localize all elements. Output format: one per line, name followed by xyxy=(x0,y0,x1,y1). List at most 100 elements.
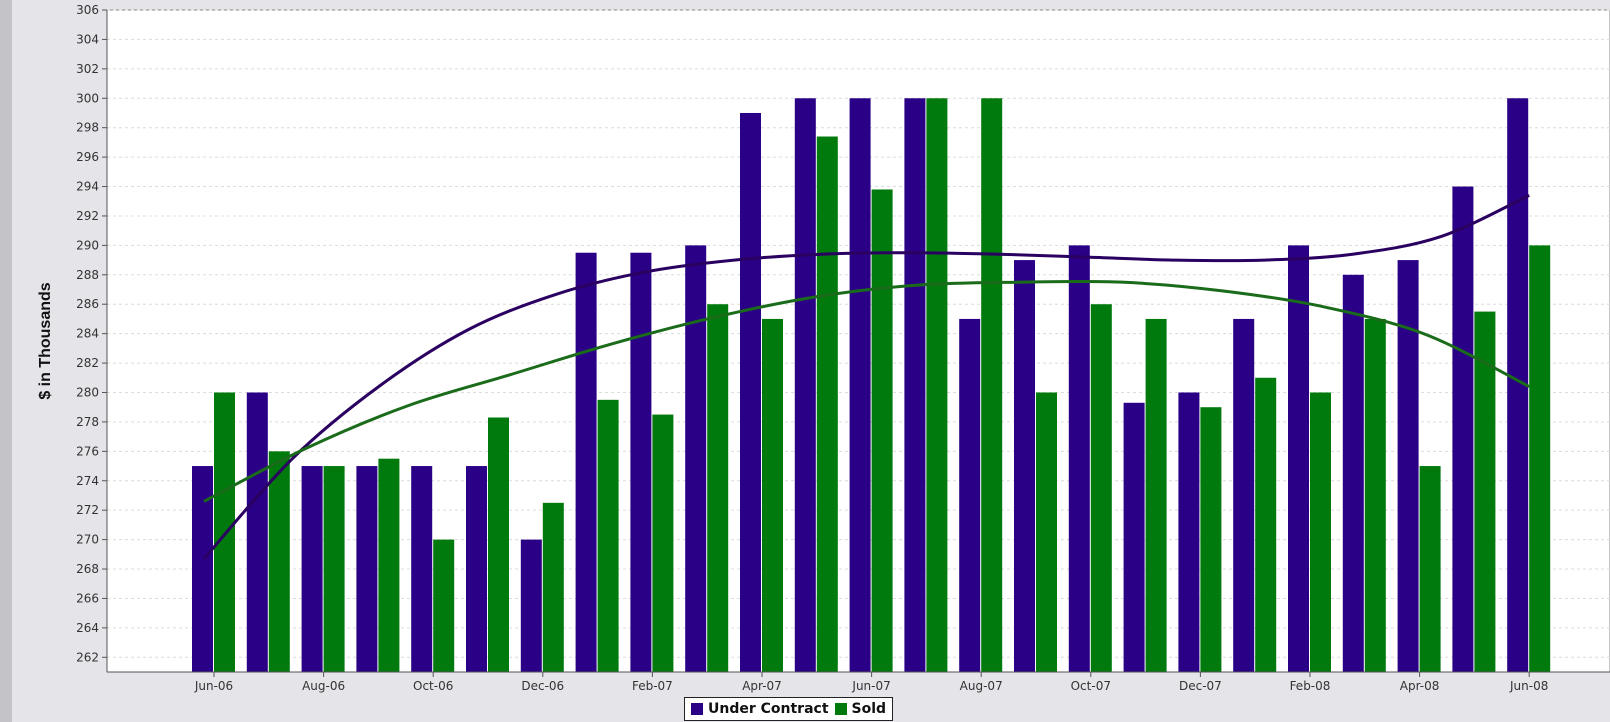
y-tick-label: 280 xyxy=(76,385,99,399)
y-tick-label: 290 xyxy=(76,238,99,252)
y-tick-label: 284 xyxy=(76,327,99,341)
x-tick-label: Jun-07 xyxy=(851,679,890,693)
trendline-sold xyxy=(203,279,1530,503)
bar-under-contract xyxy=(959,318,981,672)
y-tick-label: 264 xyxy=(76,621,99,635)
bar-sold xyxy=(268,451,290,672)
bar-under-contract xyxy=(1507,98,1529,673)
bar-sold xyxy=(1364,318,1386,672)
bar-sold xyxy=(214,392,235,672)
bar-under-contract xyxy=(575,252,597,672)
bar-sold xyxy=(488,417,509,672)
bar-under-contract xyxy=(1123,402,1145,672)
bar-sold xyxy=(597,399,619,672)
bar-under-contract xyxy=(1397,260,1419,672)
bar-under-contract xyxy=(466,466,487,672)
trendlines xyxy=(202,194,1530,560)
bar-sold xyxy=(542,502,564,672)
legend-item-under-contract: Under Contract xyxy=(691,701,829,717)
chart-frame: 262 264 266 268 270 272 274 276 278 280 282 284 286 2… xyxy=(12,0,1610,722)
x-tick-label: Apr-08 xyxy=(1400,679,1440,693)
y-tick-label: 294 xyxy=(76,180,99,194)
y-tick-label: 302 xyxy=(76,62,99,76)
x-tick-label: Aug-06 xyxy=(302,679,345,693)
y-tick-label: 276 xyxy=(76,444,99,458)
bar-sold xyxy=(652,414,674,672)
bar-under-contract xyxy=(1068,245,1090,672)
y-axis: 262 264 266 268 270 272 274 276 278 280 282 284 286 2… xyxy=(76,3,108,672)
x-tick-label: Jun-08 xyxy=(1509,679,1548,693)
legend-item-sold: Sold xyxy=(834,701,887,717)
y-tick-label: 274 xyxy=(76,474,99,488)
bar-sold xyxy=(1090,304,1112,672)
bar-sold xyxy=(816,136,838,672)
bar-under-contract xyxy=(794,98,816,673)
bar-under-contract xyxy=(849,98,871,673)
bar-sold xyxy=(1145,318,1167,672)
bar-sold xyxy=(1529,245,1551,672)
x-tick-label: Feb-08 xyxy=(1290,679,1331,693)
y-tick-label: 300 xyxy=(76,91,99,105)
x-tick-label: Oct-06 xyxy=(413,679,453,693)
y-tick-label: 296 xyxy=(76,150,99,164)
x-tick-label: Dec-06 xyxy=(521,679,564,693)
y-tick-label: 306 xyxy=(76,3,99,17)
y-tick-label: 286 xyxy=(76,297,99,311)
y-tick-label: 278 xyxy=(76,415,99,429)
chart: 262 264 266 268 270 272 274 276 278 280 282 284 286 2… xyxy=(37,3,1610,693)
legend-swatch-sold xyxy=(834,703,847,715)
x-tick-label: Aug-07 xyxy=(960,679,1003,693)
x-tick-label: Apr-07 xyxy=(742,679,782,693)
bar-sold xyxy=(1200,407,1222,672)
bar-under-contract xyxy=(192,466,213,672)
y-tick-label: 304 xyxy=(76,32,99,46)
bar-sold xyxy=(378,458,400,672)
y-tick-label: 288 xyxy=(76,268,99,282)
y-tick-label: 292 xyxy=(76,209,99,223)
bar-under-contract xyxy=(740,112,761,672)
bar-sold xyxy=(1419,466,1441,672)
bar-sold xyxy=(1036,392,1057,672)
trendline-under-contract xyxy=(202,194,1530,560)
bar-under-contract xyxy=(685,245,707,672)
x-tick-label: Oct-07 xyxy=(1071,679,1111,693)
bar-under-contract xyxy=(520,539,542,672)
x-tick-label: Dec-07 xyxy=(1179,679,1222,693)
y-tick-label: 266 xyxy=(76,591,99,605)
y-tick-label: 282 xyxy=(76,356,99,370)
bar-under-contract xyxy=(1178,392,1200,672)
bar-sold xyxy=(323,466,345,672)
bar-sold xyxy=(871,189,893,672)
bar-under-contract xyxy=(630,252,652,672)
bar-under-contract xyxy=(1342,274,1364,672)
bar-under-contract xyxy=(1014,260,1035,672)
bar-under-contract xyxy=(411,466,433,672)
y-tick-label: 270 xyxy=(76,533,99,547)
y-tick-label: 268 xyxy=(76,562,99,576)
y-axis-label: $ in Thousands xyxy=(37,282,54,399)
bar-sold xyxy=(1310,392,1331,672)
bar-sold xyxy=(1474,311,1496,672)
x-tick-label: Feb-07 xyxy=(632,679,673,693)
bar-under-contract xyxy=(1452,186,1474,673)
bar-sold xyxy=(981,98,1003,673)
bar-sold xyxy=(1255,377,1277,672)
y-tick-label: 272 xyxy=(76,503,99,517)
bar-sold xyxy=(762,318,783,672)
bar-under-contract xyxy=(301,466,323,672)
bars xyxy=(192,98,1551,673)
y-tick-label: 298 xyxy=(76,121,99,135)
bar-under-contract xyxy=(904,98,926,673)
bar-under-contract xyxy=(1233,318,1255,672)
bar-sold xyxy=(926,98,948,673)
bar-under-contract xyxy=(356,466,378,672)
legend: Under Contract Sold xyxy=(684,697,894,721)
legend-label-sold: Sold xyxy=(851,701,887,717)
x-tick-label: Jun-06 xyxy=(194,679,233,693)
x-axis: Jun-06 Aug-06 Oct-06 Dec-06 Feb-07 Apr-07 Jun-… xyxy=(107,671,1610,693)
bar-sold xyxy=(707,304,729,672)
bar-under-contract xyxy=(246,392,268,672)
legend-label-under-contract: Under Contract xyxy=(708,701,829,717)
y-tick-label: 262 xyxy=(76,650,99,664)
bar-sold xyxy=(433,539,455,672)
